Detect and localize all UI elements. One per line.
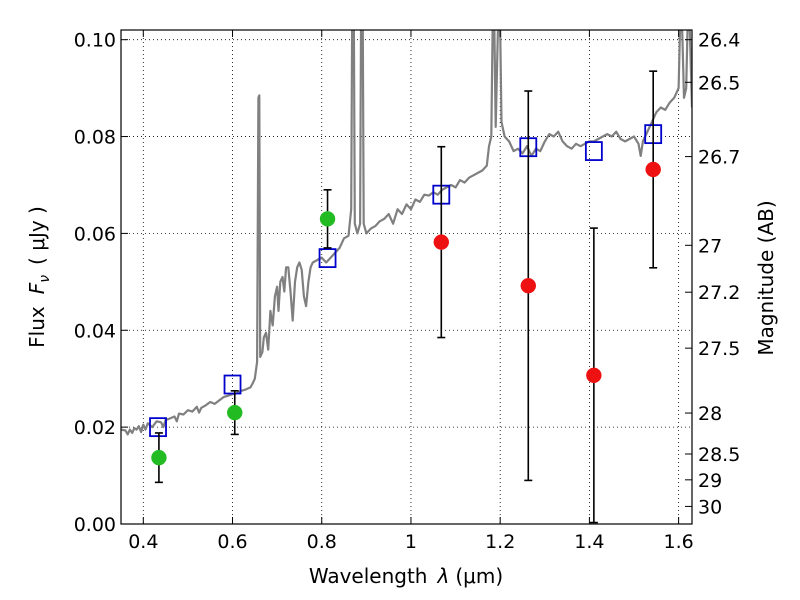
observed-flux-point [586,367,602,384]
model-photometry-square [149,417,167,438]
y-tick-label: 0.08 [74,127,116,149]
y-tick-label: 0.06 [74,223,116,245]
y-tick-label: 0.10 [74,30,116,52]
x-tick-label: 0.8 [307,531,337,553]
y-axis-symbol: F [25,282,49,294]
y-axis-subscript: ν [37,275,53,283]
x-tick-label: 0.6 [217,531,247,553]
x-axis-label-text: Wavelength [309,564,428,588]
observed-flux-point [520,277,537,294]
y-tick-label: 0.04 [74,320,116,342]
model-photometry-square [584,141,603,161]
y-axis-unit: ( μJy ) [25,206,49,265]
x-tick-label: 1.2 [485,531,515,553]
y-axis-label: Flux Fν ( μJy ) [25,206,53,348]
x-tick-label: 1 [405,531,417,553]
mag-tick-label: 27 [698,235,722,257]
data-points [149,70,663,524]
mag-tick-label: 26.4 [698,30,740,52]
mag-tick-label: 29 [698,470,722,492]
mag-tick-label: 26.5 [698,72,740,94]
mag-tick-label: 28.5 [698,444,740,466]
y-axis-label-text: Flux [25,306,49,348]
x-axis-label: Wavelength λ (μm) [309,564,503,588]
mag-tick-label: 27.2 [698,282,740,304]
x-tick-label: 1.6 [664,531,694,553]
mag-tick-label: 26.7 [698,147,740,169]
x-axis-symbol: λ [437,564,450,588]
x-axis-unit: (μm) [455,564,503,588]
observed-flux-point [319,211,336,227]
observed-flux-point [151,449,167,466]
observed-flux-point [433,234,450,250]
observed-flux-point [227,404,243,421]
y-tick-label: 0.00 [74,514,116,536]
mag-tick-label: 30 [698,496,722,518]
model-photometry-square [223,374,242,395]
mag-tick-label: 27.5 [698,338,740,360]
axes: 0.4 0.6 0.8 1 1.2 1.4 1.6 0.00 0.02 0.04 0.06 0.08 0… [74,30,741,553]
x-tick-label: 1.4 [574,531,604,553]
observed-flux-point [645,161,661,178]
model-photometry-square [318,248,337,269]
mag-tick-label: 28 [698,403,722,425]
y-tick-label: 0.02 [74,417,116,439]
x-tick-label: 0.4 [128,531,158,553]
right-axis-label: Magnitude (AB) [754,200,778,355]
plot-frame [120,29,693,525]
